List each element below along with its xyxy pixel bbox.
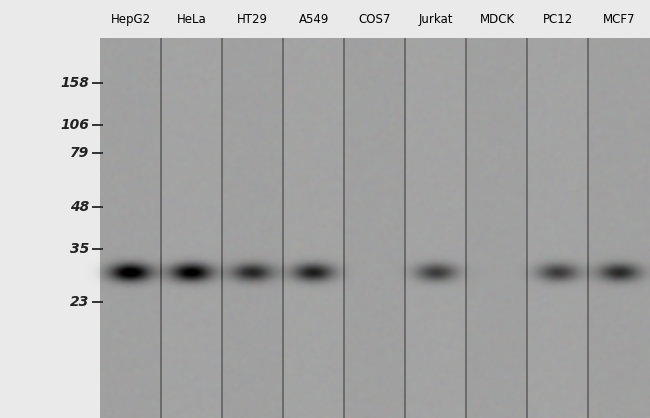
Text: PC12: PC12: [543, 13, 573, 26]
Text: 35: 35: [70, 242, 89, 256]
Text: MCF7: MCF7: [603, 13, 636, 26]
Text: HT29: HT29: [237, 13, 268, 26]
Text: COS7: COS7: [359, 13, 391, 26]
Text: Jurkat: Jurkat: [419, 13, 453, 26]
Text: 106: 106: [60, 117, 89, 132]
Text: 48: 48: [70, 200, 89, 214]
Text: HeLa: HeLa: [177, 13, 207, 26]
Text: 23: 23: [70, 295, 89, 309]
Text: 79: 79: [70, 146, 89, 160]
Text: HepG2: HepG2: [111, 13, 151, 26]
Text: MDCK: MDCK: [480, 13, 515, 26]
Text: 158: 158: [60, 76, 89, 90]
Text: A549: A549: [299, 13, 329, 26]
